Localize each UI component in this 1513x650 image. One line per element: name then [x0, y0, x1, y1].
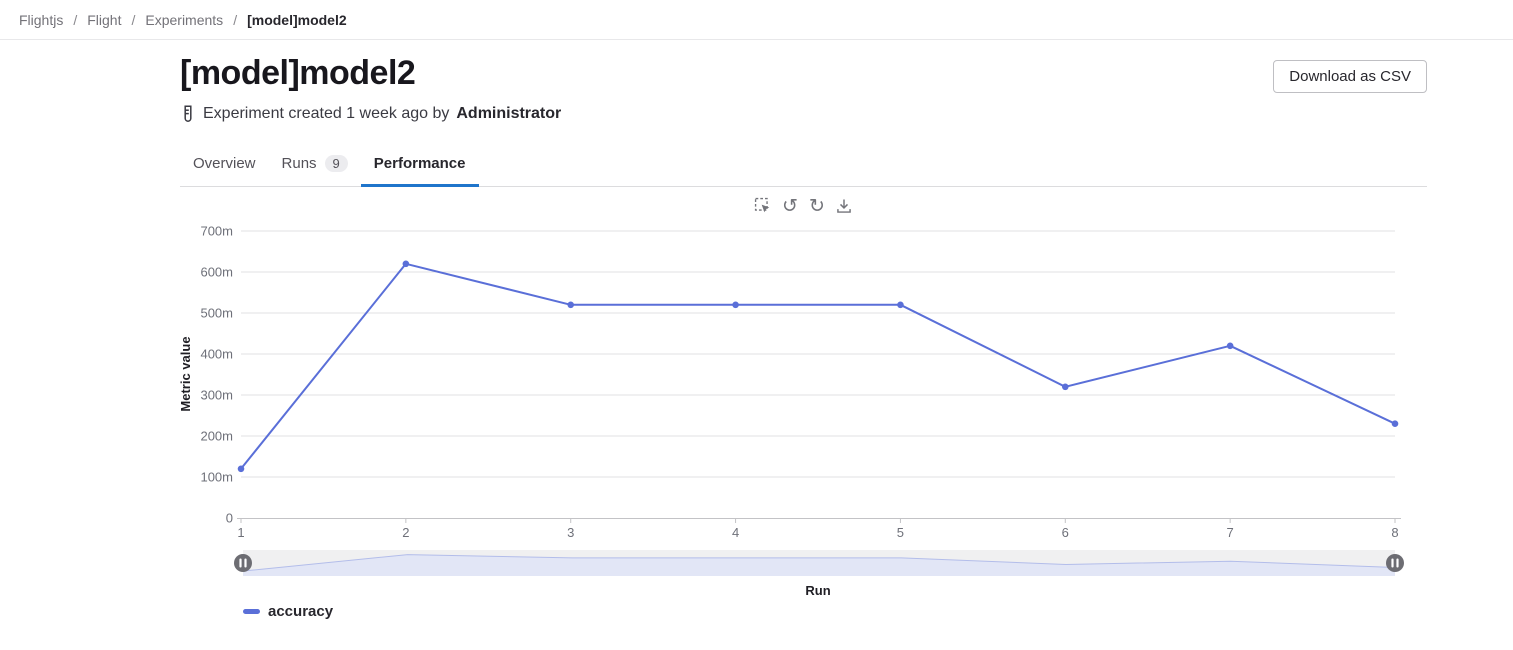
performance-chart-panel: ↺ ↻ Metric value 0 100m 200m 300m 400m 500m 60…	[180, 187, 1427, 639]
download-image-icon[interactable]	[833, 195, 855, 217]
x-tick-label: 1	[237, 525, 244, 540]
legend-label: accuracy	[268, 603, 334, 620]
test-tube-icon	[180, 105, 196, 123]
tab-bar: Overview Runs 9 Performance	[180, 145, 1427, 187]
breadcrumb-item-flightjs[interactable]: Flightjs	[19, 11, 64, 28]
x-tick-label: 8	[1391, 525, 1398, 540]
series-line-accuracy	[240, 262, 1396, 470]
runs-count-badge: 9	[324, 155, 348, 172]
x-tick-label: 3	[567, 525, 574, 540]
y-tick-label: 500m	[200, 306, 233, 321]
breadcrumb: Flightjs / Flight / Experiments / [model…	[0, 0, 1513, 40]
experiment-author: Administrator	[456, 105, 562, 122]
minimap-handle-right-bar	[1396, 558, 1399, 568]
data-point	[897, 301, 904, 309]
minimap-handle-left[interactable]	[234, 554, 252, 572]
breadcrumb-separator: /	[73, 11, 78, 28]
tab-performance-label: Performance	[373, 155, 466, 172]
data-point	[567, 301, 575, 309]
y-tick-label: 700m	[200, 224, 233, 239]
redo-icon[interactable]: ↻	[806, 195, 828, 217]
data-point	[237, 465, 245, 473]
data-point	[1226, 342, 1234, 350]
x-tick-label: 6	[1062, 525, 1069, 540]
undo-icon[interactable]: ↺	[779, 195, 801, 217]
minimap-handle-left-bar	[239, 558, 242, 568]
x-tick-label: 5	[897, 525, 904, 540]
minimap-handle-left-bar	[244, 558, 247, 568]
breadcrumb-item-flight[interactable]: Flight	[87, 11, 122, 28]
y-tick-label: 300m	[200, 388, 233, 403]
minimap-area	[243, 554, 1395, 576]
breadcrumb-item-experiments[interactable]: Experiments	[145, 11, 224, 28]
y-tick-label: 0	[226, 511, 233, 526]
y-tick-label: 600m	[200, 265, 233, 280]
data-point	[1391, 420, 1399, 427]
minimap-line	[242, 554, 1396, 572]
y-axis-title: Metric value	[180, 336, 193, 411]
metric-line-chart[interactable]: Metric value 0 100m 200m 300m 400m 500m 600m 70…	[180, 219, 1427, 579]
zoom-select-icon[interactable]	[752, 195, 774, 217]
experiment-meta-text: Experiment created 1 week ago by	[203, 105, 450, 122]
x-tick-label: 2	[402, 525, 409, 540]
legend-line-marker	[243, 609, 260, 614]
redo-glyph: ↻	[809, 194, 825, 217]
page-header: [model]model2 Download as CSV	[180, 54, 1427, 93]
data-point	[402, 260, 410, 268]
breadcrumb-item-current: [model]model2	[247, 11, 347, 28]
download-csv-button[interactable]: Download as CSV	[1273, 60, 1427, 93]
x-tick-label: 7	[1227, 525, 1234, 540]
tab-overview[interactable]: Overview	[180, 145, 269, 187]
chart-toolbar: ↺ ↻	[752, 195, 855, 217]
y-tick-label: 100m	[200, 470, 233, 485]
tab-overview-label: Overview	[193, 155, 256, 172]
y-tick-label: 200m	[200, 429, 233, 444]
minimap-handle-right[interactable]	[1386, 554, 1404, 572]
undo-glyph: ↺	[782, 194, 798, 217]
tab-performance[interactable]: Performance	[360, 145, 479, 187]
data-point	[1061, 383, 1069, 391]
breadcrumb-separator: /	[233, 11, 238, 28]
breadcrumb-separator: /	[131, 11, 136, 28]
tab-runs-label: Runs	[281, 155, 317, 172]
legend-item-accuracy[interactable]: accuracy	[243, 603, 333, 620]
x-tick-label: 4	[732, 525, 739, 540]
minimap-handle-right-bar	[1391, 558, 1394, 568]
data-point	[732, 301, 739, 309]
tab-runs[interactable]: Runs 9	[269, 145, 361, 187]
y-tick-label: 400m	[200, 347, 233, 362]
page-title: [model]model2	[180, 54, 416, 92]
x-axis-title: Run	[805, 583, 831, 598]
experiment-meta: Experiment created 1 week ago by Adminis…	[180, 105, 1513, 123]
